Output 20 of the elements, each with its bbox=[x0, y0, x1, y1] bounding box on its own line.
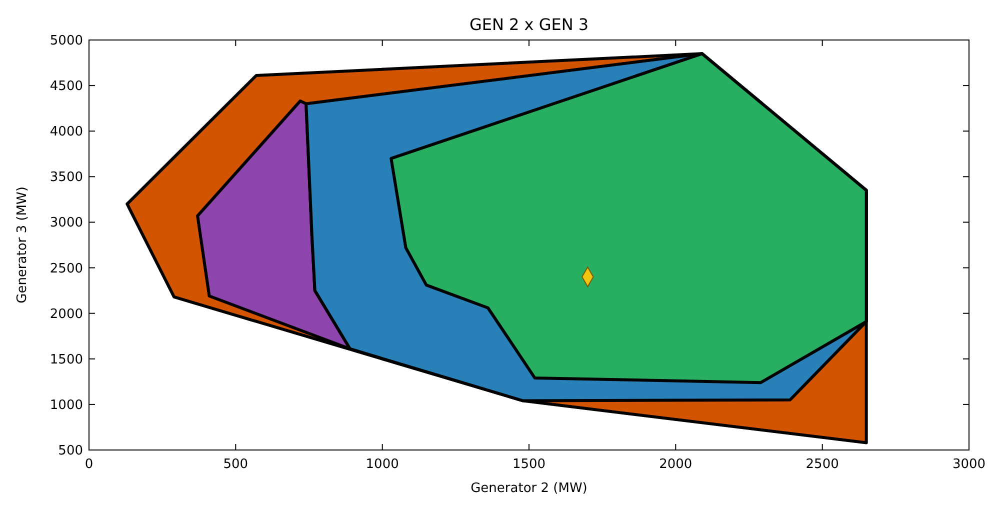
x-tick-label: 3000 bbox=[952, 457, 986, 472]
y-tick-label: 5000 bbox=[50, 34, 83, 48]
x-tick-label: 2500 bbox=[806, 457, 839, 472]
chart-title: GEN 2 x GEN 3 bbox=[469, 15, 589, 34]
y-tick-label: 3500 bbox=[50, 170, 83, 186]
x-tick-label: 1500 bbox=[512, 457, 546, 472]
y-axis-title: Generator 3 (MW) bbox=[15, 186, 30, 304]
y-tick-label: 1500 bbox=[50, 352, 83, 368]
x-tick-label: 500 bbox=[223, 457, 248, 472]
x-tick-label: 1000 bbox=[366, 457, 399, 472]
x-axis-title: Generator 2 (MW) bbox=[470, 481, 588, 496]
y-tick-label: 4500 bbox=[50, 79, 83, 94]
y-tick-label: 1000 bbox=[50, 398, 83, 413]
y-tick-label: 2000 bbox=[50, 306, 83, 322]
y-tick-label: 500 bbox=[58, 444, 83, 458]
y-tick-label: 3000 bbox=[50, 216, 83, 231]
y-tick-label: 4000 bbox=[50, 124, 83, 140]
x-tick-label: 2000 bbox=[659, 457, 692, 472]
y-tick-label: 2500 bbox=[50, 261, 83, 276]
x-tick-label: 0 bbox=[84, 457, 94, 472]
